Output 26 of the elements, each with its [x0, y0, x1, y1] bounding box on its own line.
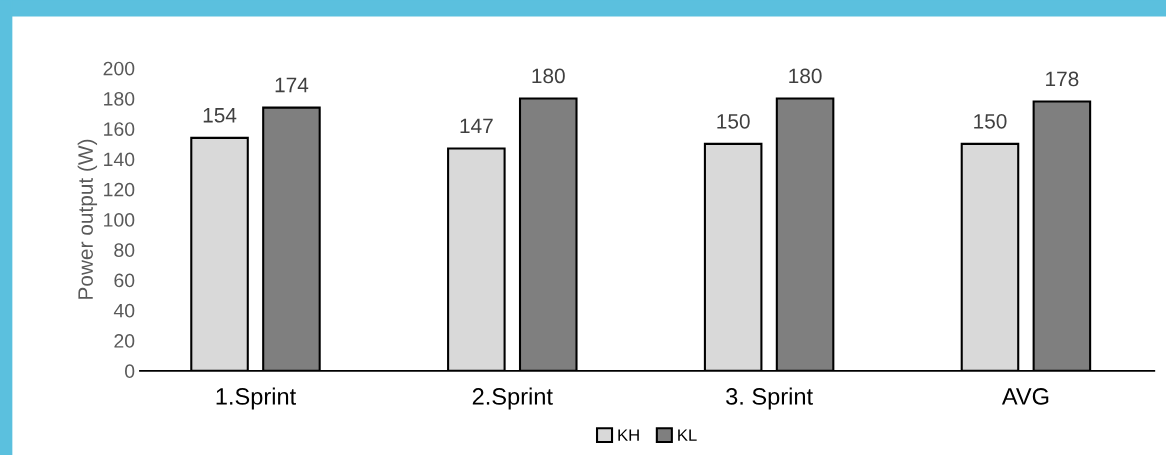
data-label: 178	[1046, 71, 1079, 87]
x-tick-label: 3. Sprint	[726, 387, 813, 410]
y-tick-label: 200	[103, 61, 135, 76]
y-tick-label: 0	[125, 364, 135, 379]
legend-label: KH	[618, 429, 639, 441]
y-tick-label: 80	[114, 243, 135, 258]
x-tick-label: 1.Sprint	[216, 387, 296, 410]
data-label: 147	[460, 118, 493, 133]
y-tick-label: 160	[104, 122, 135, 136]
y-tick-label: 60	[114, 273, 135, 288]
data-label: 174	[275, 77, 309, 93]
data-label: 154	[203, 108, 237, 123]
y-tick-label: 40	[113, 303, 135, 318]
y-tick-label: 20	[114, 334, 135, 348]
data-label: 180	[789, 68, 822, 84]
y-tick-label: 180	[104, 91, 135, 106]
data-label: 150	[974, 113, 1007, 129]
y-tick-label: 100	[104, 213, 135, 227]
y-tick-label: 120	[104, 182, 135, 197]
data-label: 150	[717, 113, 750, 129]
y-axis-title: Power output (W)	[77, 139, 98, 299]
x-tick-label: AVG	[1001, 388, 1049, 405]
data-label: 180	[532, 68, 565, 84]
y-tick-label: 140	[104, 152, 135, 167]
x-tick-label: 2.Sprint	[472, 387, 553, 410]
legend-label: KL	[678, 429, 697, 441]
